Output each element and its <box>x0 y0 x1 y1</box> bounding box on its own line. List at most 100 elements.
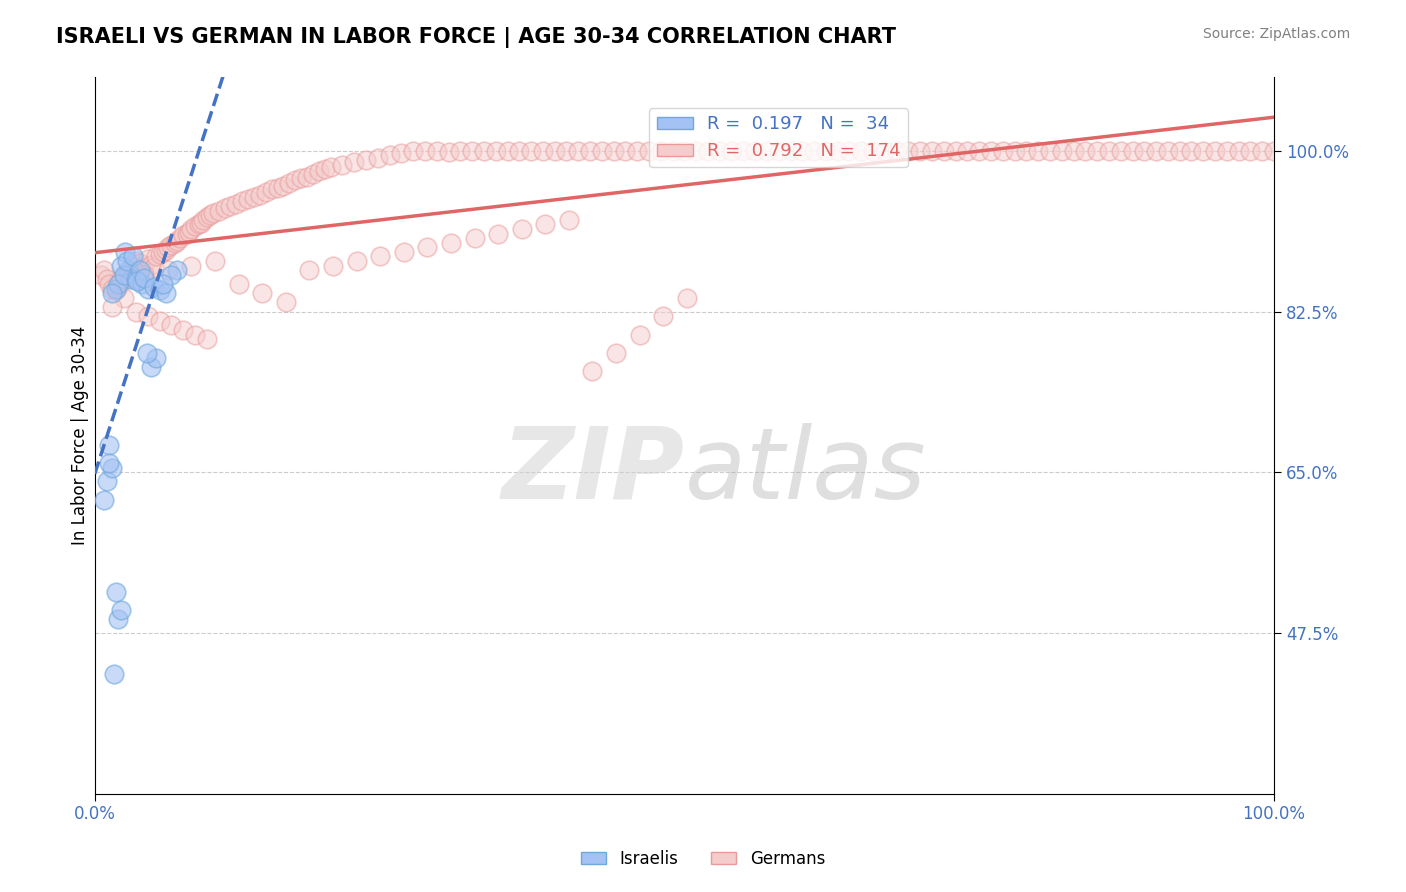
Point <box>814 144 837 158</box>
Point <box>628 327 651 342</box>
Point <box>114 244 136 259</box>
Legend: R =  0.197   N =  34, R =  0.792   N =  174: R = 0.197 N = 34, R = 0.792 N = 174 <box>650 108 908 168</box>
Point <box>1192 144 1215 158</box>
Point <box>160 318 183 333</box>
Point <box>184 327 207 342</box>
Point <box>302 167 325 181</box>
Point <box>472 144 495 158</box>
Point <box>120 272 142 286</box>
Point <box>346 254 368 268</box>
Point <box>225 197 247 211</box>
Point <box>136 252 159 267</box>
Point <box>172 323 194 337</box>
Point <box>284 173 307 187</box>
Point <box>1015 144 1038 158</box>
Point <box>367 151 389 165</box>
Point <box>897 144 920 158</box>
Point <box>195 210 218 224</box>
Point <box>440 235 463 250</box>
Point <box>755 144 778 158</box>
Point <box>115 254 138 268</box>
Point <box>1039 144 1062 158</box>
Point <box>141 359 163 374</box>
Point <box>128 256 150 270</box>
Point <box>921 144 943 158</box>
Point <box>142 280 165 294</box>
Point <box>1121 144 1143 158</box>
Point <box>136 309 159 323</box>
Point <box>886 144 908 158</box>
Point <box>638 144 661 158</box>
Point <box>1168 144 1191 158</box>
Point <box>136 282 159 296</box>
Point <box>166 234 188 248</box>
Text: ZIP: ZIP <box>502 423 685 520</box>
Point <box>332 158 354 172</box>
Point <box>125 254 148 268</box>
Point <box>105 282 128 296</box>
Point <box>1098 144 1121 158</box>
Point <box>827 144 849 158</box>
Point <box>93 492 115 507</box>
Point <box>101 460 124 475</box>
Point <box>862 144 884 158</box>
Point <box>201 206 224 220</box>
Point <box>910 144 932 158</box>
Point <box>107 612 129 626</box>
Point <box>463 231 485 245</box>
Point <box>193 212 215 227</box>
Point <box>142 260 165 274</box>
Point <box>1050 144 1073 158</box>
Point <box>149 246 172 260</box>
Point <box>308 164 330 178</box>
Point <box>110 603 132 617</box>
Point <box>581 364 603 378</box>
Point <box>343 155 366 169</box>
Point <box>290 171 312 186</box>
Point <box>733 144 755 158</box>
Text: Source: ZipAtlas.com: Source: ZipAtlas.com <box>1202 27 1350 41</box>
Point <box>184 219 207 234</box>
Point <box>413 144 436 158</box>
Point <box>851 144 873 158</box>
Point <box>945 144 967 158</box>
Point <box>160 237 183 252</box>
Point <box>135 346 157 360</box>
Point <box>1085 144 1108 158</box>
Point <box>180 222 202 236</box>
Point <box>416 240 439 254</box>
Point <box>449 144 471 158</box>
Point <box>709 144 731 158</box>
Point <box>117 268 139 282</box>
Point <box>96 272 118 286</box>
Y-axis label: In Labor Force | Age 30-34: In Labor Force | Age 30-34 <box>72 326 89 545</box>
Point <box>121 250 143 264</box>
Point <box>152 244 174 259</box>
Point <box>661 144 683 158</box>
Point <box>131 261 153 276</box>
Point <box>1251 144 1274 158</box>
Point <box>510 222 533 236</box>
Point <box>145 351 167 365</box>
Point <box>155 286 177 301</box>
Point <box>496 144 519 158</box>
Point <box>614 144 637 158</box>
Point <box>105 284 128 298</box>
Point <box>179 225 201 239</box>
Point <box>558 212 581 227</box>
Text: ISRAELI VS GERMAN IN LABOR FORCE | AGE 30-34 CORRELATION CHART: ISRAELI VS GERMAN IN LABOR FORCE | AGE 3… <box>56 27 896 48</box>
Point <box>368 250 391 264</box>
Point <box>314 162 336 177</box>
Point <box>567 144 589 158</box>
Point <box>675 291 697 305</box>
Point <box>1004 144 1026 158</box>
Point <box>169 231 191 245</box>
Point <box>932 144 955 158</box>
Point <box>155 243 177 257</box>
Point <box>97 438 120 452</box>
Point <box>1227 144 1250 158</box>
Point <box>190 215 212 229</box>
Point <box>110 259 132 273</box>
Point <box>180 259 202 273</box>
Point <box>214 201 236 215</box>
